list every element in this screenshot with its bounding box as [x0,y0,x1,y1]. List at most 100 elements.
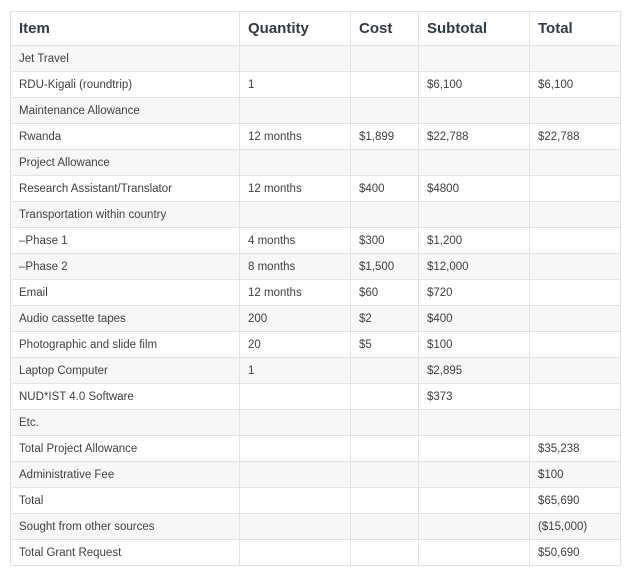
cell-item: –Phase 1 [11,228,240,254]
cell-subtotal: $400 [419,306,530,332]
cell-total [530,202,621,228]
cell-quantity [240,150,351,176]
cell-total [530,176,621,202]
table-row: Etc. [11,410,621,436]
cell-total [530,384,621,410]
cell-cost [351,514,419,540]
cell-cost [351,540,419,566]
cell-total: $50,690 [530,540,621,566]
cell-item: Administrative Fee [11,462,240,488]
cell-item: Transportation within country [11,202,240,228]
cell-item: RDU-Kigali (roundtrip) [11,72,240,98]
table-row: Transportation within country [11,202,621,228]
cell-item: Audio cassette tapes [11,306,240,332]
cell-subtotal [419,462,530,488]
table-row: Jet Travel [11,46,621,72]
cell-subtotal [419,46,530,72]
cell-subtotal: $100 [419,332,530,358]
table-row: Photographic and slide film20$5$100 [11,332,621,358]
column-header-subtotal: Subtotal [419,12,530,46]
table-row: Project Allowance [11,150,621,176]
table-row: Sought from other sources ($15,000) [11,514,621,540]
cell-cost [351,150,419,176]
cell-total [530,332,621,358]
cell-quantity: 1 [240,72,351,98]
cell-total [530,150,621,176]
page: Item Quantity Cost Subtotal Total Jet Tr… [0,0,628,582]
cell-total [530,410,621,436]
cell-cost [351,72,419,98]
cell-subtotal [419,436,530,462]
table-row: Email12 months$60$720 [11,280,621,306]
cell-quantity [240,46,351,72]
cell-subtotal: $2,895 [419,358,530,384]
header-row: Item Quantity Cost Subtotal Total [11,12,621,46]
column-header-item: Item [11,12,240,46]
table-row: Total Grant Request $50,690 [11,540,621,566]
cell-subtotal: $4800 [419,176,530,202]
cell-cost [351,98,419,124]
cell-total [530,98,621,124]
cell-total [530,228,621,254]
cell-item: Total Project Allowance [11,436,240,462]
cell-quantity [240,410,351,436]
cell-total [530,254,621,280]
cell-cost [351,436,419,462]
cell-item: Total Grant Request [11,540,240,566]
cell-subtotal [419,540,530,566]
cell-cost: $5 [351,332,419,358]
cell-quantity: 12 months [240,280,351,306]
cell-subtotal [419,514,530,540]
column-header-total: Total [530,12,621,46]
column-header-quantity: Quantity [240,12,351,46]
cell-item: Laptop Computer [11,358,240,384]
table-row: Research Assistant/Translator12 months$4… [11,176,621,202]
cell-subtotal: $12,000 [419,254,530,280]
table-row: Total Project Allowance$35,238 [11,436,621,462]
cell-quantity [240,202,351,228]
budget-table: Item Quantity Cost Subtotal Total Jet Tr… [10,11,621,566]
cell-item: Research Assistant/Translator [11,176,240,202]
cell-cost: $1,500 [351,254,419,280]
cell-subtotal [419,98,530,124]
table-row: Laptop Computer1$2,895 [11,358,621,384]
cell-cost [351,384,419,410]
cell-cost [351,488,419,514]
table-row: –Phase 28 months$1,500$12,000 [11,254,621,280]
cell-item: Rwanda [11,124,240,150]
cell-subtotal [419,202,530,228]
cell-cost: $400 [351,176,419,202]
table-row: Rwanda12 months$1,899$22,788$22,788 [11,124,621,150]
cell-item: Jet Travel [11,46,240,72]
cell-total [530,306,621,332]
cell-item: –Phase 2 [11,254,240,280]
cell-quantity [240,540,351,566]
cell-total: ($15,000) [530,514,621,540]
cell-subtotal: $373 [419,384,530,410]
cell-item: Etc. [11,410,240,436]
cell-subtotal: $22,788 [419,124,530,150]
cell-cost [351,462,419,488]
table-row: RDU-Kigali (roundtrip)1 $6,100$6,100 [11,72,621,98]
cell-cost: $1,899 [351,124,419,150]
cell-quantity [240,384,351,410]
cell-item: Sought from other sources [11,514,240,540]
cell-cost: $60 [351,280,419,306]
cell-quantity [240,462,351,488]
table-row: –Phase 14 months$300$1,200 [11,228,621,254]
cell-total [530,46,621,72]
cell-total [530,280,621,306]
cell-subtotal [419,488,530,514]
cell-total: $6,100 [530,72,621,98]
cell-quantity [240,98,351,124]
cell-quantity [240,514,351,540]
cell-item: Total [11,488,240,514]
cell-quantity [240,488,351,514]
cell-cost: $300 [351,228,419,254]
cell-quantity [240,436,351,462]
budget-table-body: Jet TravelRDU-Kigali (roundtrip)1$6,100$… [11,46,621,566]
cell-cost [351,410,419,436]
cell-cost [351,358,419,384]
cell-subtotal: $6,100 [419,72,530,98]
table-row: Administrative Fee$100 [11,462,621,488]
